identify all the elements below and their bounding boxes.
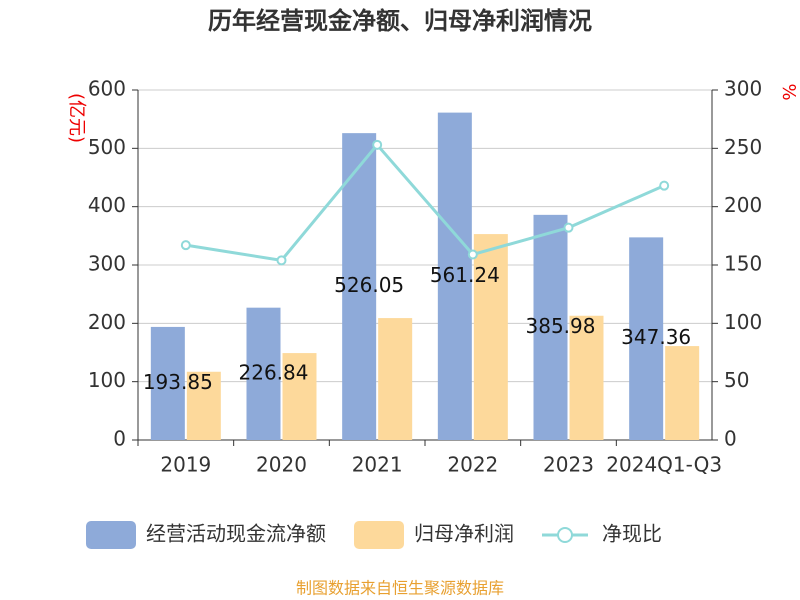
y2-tick-label: 0 <box>724 427 737 451</box>
y2-tick-label: 250 <box>724 135 762 159</box>
legend-swatch <box>86 521 136 549</box>
bar <box>665 346 700 440</box>
y-axis-label: (亿元) <box>66 93 87 143</box>
legend-label: 归母净利润 <box>414 522 514 546</box>
data-label: 193.85 <box>143 370 213 394</box>
bar <box>186 371 221 440</box>
line-point <box>467 249 478 260</box>
data-label: 385.98 <box>526 314 596 338</box>
y2-tick-label: 150 <box>724 252 762 276</box>
y-tick-label: 100 <box>88 368 126 392</box>
bar <box>342 133 377 440</box>
legend-label: 净现比 <box>602 522 662 546</box>
x-tick-label: 2019 <box>160 453 211 477</box>
y2-tick-label: 100 <box>724 310 762 334</box>
x-tick-label: 2020 <box>256 453 307 477</box>
x-tick-label: 2021 <box>352 453 403 477</box>
y2-tick-label: 200 <box>724 193 762 217</box>
line-series <box>185 142 665 262</box>
data-label: 226.84 <box>239 360 309 384</box>
line-point <box>563 222 574 233</box>
bar <box>437 112 472 441</box>
y-tick-label: 0 <box>113 427 126 451</box>
bar <box>473 234 508 440</box>
line-point <box>276 255 287 266</box>
y2-tick-label: 300 <box>724 77 762 101</box>
bar <box>282 353 317 440</box>
bar <box>533 214 568 440</box>
y2-axis-label: % <box>778 83 799 100</box>
y-tick-label: 300 <box>88 252 126 276</box>
line-point <box>372 139 383 150</box>
y2-tick-label: 50 <box>724 368 749 392</box>
bar <box>569 315 604 440</box>
source-note: 制图数据来自恒生聚源数据库 <box>296 579 504 598</box>
line-point <box>180 240 191 251</box>
y-tick-label: 400 <box>88 193 126 217</box>
legend-swatch <box>354 521 404 549</box>
legend-swatch <box>557 527 573 543</box>
data-label: 526.05 <box>334 273 404 297</box>
x-tick-label: 2024Q1-Q3 <box>606 453 722 477</box>
data-label: 347.36 <box>621 325 691 349</box>
line-point <box>659 180 670 191</box>
y-tick-label: 200 <box>88 310 126 334</box>
bar <box>378 318 413 440</box>
y-tick-label: 600 <box>88 77 126 101</box>
bar <box>629 237 664 440</box>
bar <box>246 307 281 440</box>
bar <box>150 326 185 440</box>
x-tick-label: 2022 <box>447 453 498 477</box>
x-tick-label: 2023 <box>543 453 594 477</box>
legend-label: 经营活动现金流净额 <box>146 522 326 546</box>
chart-title: 历年经营现金净额、归母净利润情况 <box>208 7 592 35</box>
y-tick-label: 500 <box>88 135 126 159</box>
data-label: 561.24 <box>430 263 500 287</box>
